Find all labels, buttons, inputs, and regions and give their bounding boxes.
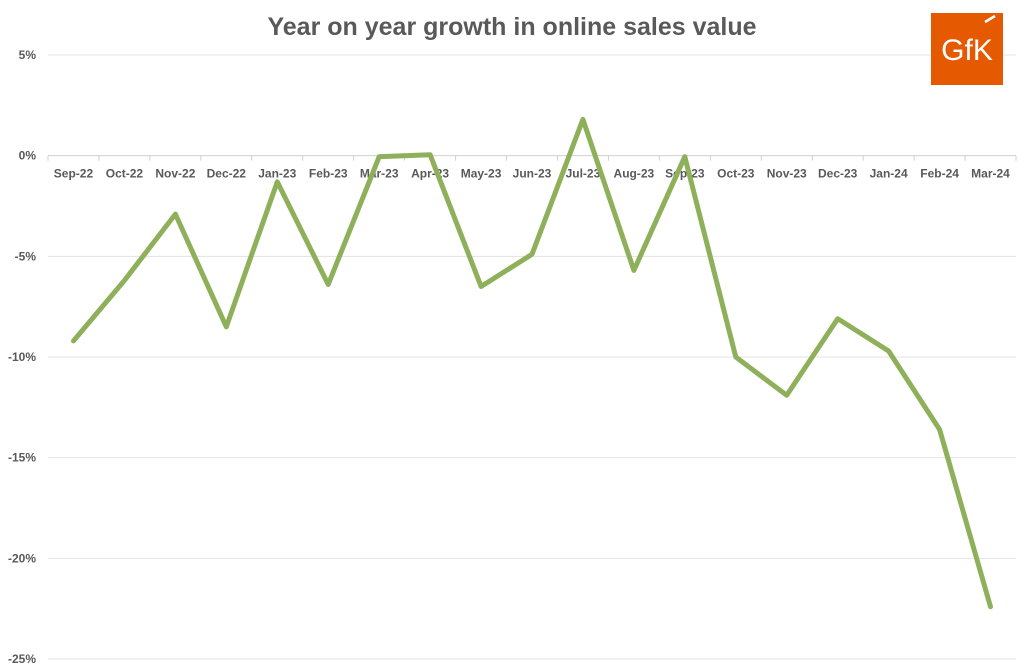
data-point [582,118,584,120]
gfk-logo-slash-icon [984,14,996,24]
x-tick-label: Mar-24 [971,167,1010,181]
x-tick-label: Oct-22 [106,167,144,181]
x-tick-label: Feb-24 [920,167,959,181]
data-point [174,213,176,215]
x-tick-label: Feb-23 [309,167,348,181]
gfk-logo: GfK [931,13,1003,85]
y-axis-ticks: 5% 0% -5% -10% -15% -20% -25% [8,48,36,666]
x-tick-label: Nov-23 [767,167,807,181]
data-point [684,156,686,158]
x-tick-label: Sep-23 [665,167,705,181]
x-tick-label: Dec-22 [207,167,247,181]
series-line [71,116,993,610]
gfk-logo-text: GfK [941,34,993,67]
x-tick-label: Nov-22 [155,167,195,181]
chart-title: Year on year growth in online sales valu… [267,13,756,41]
y-tick-label: -25% [8,652,36,666]
x-tick-label: Oct-23 [717,167,755,181]
x-tick-label: Jun-23 [513,167,552,181]
y-tick-label: 0% [19,149,37,163]
x-axis-ticks: Sep-22 Oct-22 Nov-22 Dec-22 Jan-23 Feb-23 Mar-… [54,167,1010,181]
x-tick-label: May-23 [461,167,502,181]
series-layer [71,116,993,610]
x-tick-label: Aug-23 [614,167,655,181]
data-point [939,428,941,430]
data-point [633,269,635,271]
y-tick-label: 5% [19,48,37,62]
data-point [225,326,227,328]
x-tick-label: Jan-24 [870,167,908,181]
y-tick-label: -10% [8,350,36,364]
x-tick-label: Mar-23 [360,167,399,181]
x-tick-label: Apr-23 [411,167,449,181]
data-point [480,286,482,288]
data-point [327,284,329,286]
data-point [837,318,839,320]
data-point [429,154,431,156]
x-tick-label: Sep-22 [54,167,94,181]
gfk-logo-background [931,13,1003,85]
data-point [786,394,788,396]
data-point [378,156,380,158]
data-point [72,340,74,342]
data-point [888,350,890,352]
y-tick-label: -20% [8,551,36,565]
x-tick-label: Jan-23 [258,167,296,181]
data-point [276,181,278,183]
data-point [990,606,992,608]
x-tick-label: Jul-23 [566,167,601,181]
data-point [735,356,737,358]
data-point [531,253,533,255]
x-tick-label: Dec-23 [818,167,858,181]
gridlines [47,54,1017,660]
data-point [123,279,125,281]
y-tick-label: -15% [8,451,36,465]
y-tick-label: -5% [15,249,37,263]
